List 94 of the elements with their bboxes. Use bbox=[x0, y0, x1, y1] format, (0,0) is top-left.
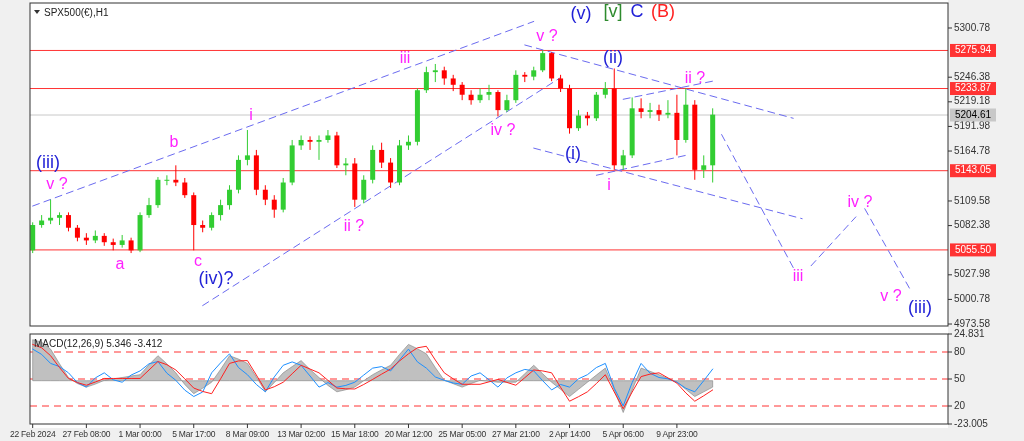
annotation: a bbox=[115, 255, 125, 273]
candlestick bbox=[361, 174, 367, 204]
candlestick bbox=[244, 129, 250, 166]
ref-line-label: 5204.61 bbox=[954, 108, 992, 120]
y-tick-label: 5219.18 bbox=[954, 95, 991, 107]
annotation: iii bbox=[399, 49, 411, 67]
y2-tick-label: 50 bbox=[954, 372, 966, 384]
annotation: v ? bbox=[880, 287, 902, 305]
y2-tick-label: 80 bbox=[954, 345, 966, 357]
annotation: ii ? bbox=[343, 217, 365, 235]
candlestick bbox=[48, 199, 54, 225]
candlestick bbox=[316, 134, 322, 161]
ref-line-label: 5055.50 bbox=[954, 243, 992, 255]
candlestick bbox=[620, 149, 626, 171]
annotation: ii ? bbox=[684, 69, 706, 87]
candlestick bbox=[209, 211, 215, 231]
annotation: (i) bbox=[565, 142, 581, 163]
candlestick bbox=[432, 63, 438, 83]
candlestick bbox=[227, 184, 233, 211]
candlestick bbox=[441, 66, 447, 86]
ref-line-label: 5233.87 bbox=[954, 82, 992, 94]
y-tick-label: 5191.98 bbox=[954, 120, 991, 132]
x-tick-label: 13 Mar 02:00 bbox=[277, 429, 326, 440]
annotation: b bbox=[169, 133, 179, 151]
x-tick-label: 27 Mar 21:00 bbox=[492, 429, 541, 440]
candlestick bbox=[647, 102, 653, 119]
x-tick-label: 2 Apr 14:00 bbox=[548, 429, 591, 440]
candlestick bbox=[459, 81, 465, 101]
candlestick bbox=[638, 97, 644, 119]
candlestick bbox=[593, 91, 599, 122]
x-tick-label: 27 Feb 08:00 bbox=[62, 429, 111, 440]
candlestick bbox=[379, 142, 385, 169]
x-tick-label: 22 Feb 2024 bbox=[9, 429, 56, 440]
annotation: C bbox=[630, 0, 644, 21]
annotation: v ? bbox=[536, 27, 558, 45]
annotation: i bbox=[249, 106, 253, 124]
candlestick bbox=[665, 99, 671, 119]
candlestick bbox=[495, 89, 501, 117]
candlestick bbox=[423, 66, 429, 94]
y-tick-label: -23.005 bbox=[954, 417, 989, 429]
ref-line-label: 5275.94 bbox=[954, 44, 992, 56]
y-tick-label: 5164.78 bbox=[954, 144, 991, 156]
x-tick-label: 15 Mar 18:00 bbox=[330, 429, 380, 440]
candlestick bbox=[218, 199, 224, 221]
y-tick-label: 5109.58 bbox=[954, 194, 991, 206]
candlestick bbox=[477, 87, 483, 104]
ref-line-label: 5143.05 bbox=[954, 164, 992, 176]
x-tick-label: 1 Mar 00:00 bbox=[118, 429, 163, 440]
candlestick bbox=[173, 164, 179, 187]
y-tick-label: 24.831 bbox=[954, 327, 986, 339]
annotation: (iii) bbox=[908, 296, 932, 317]
chart-title: SPX500(€),H1 bbox=[44, 6, 109, 18]
x-tick-label: 8 Mar 09:00 bbox=[225, 429, 270, 440]
y2-tick-label: 20 bbox=[954, 399, 966, 411]
candlestick bbox=[486, 84, 492, 101]
x-tick-label: 5 Mar 17:00 bbox=[172, 429, 216, 440]
x-tick-label: 9 Apr 23:00 bbox=[656, 429, 699, 440]
candlestick bbox=[298, 134, 304, 151]
y-tick-label: 5246.38 bbox=[954, 70, 991, 82]
candlestick bbox=[164, 174, 170, 186]
candlestick bbox=[182, 177, 188, 199]
annotation: [v] bbox=[603, 0, 623, 21]
chart-title: MACD(12,26,9) 5.346 -3.412 bbox=[34, 337, 163, 349]
candlestick bbox=[575, 109, 581, 132]
candlestick bbox=[262, 184, 268, 206]
x-tick-label: 25 Mar 05:00 bbox=[438, 429, 487, 440]
y-tick-label: 4973.58 bbox=[954, 317, 991, 329]
candlestick bbox=[325, 129, 331, 144]
candlestick bbox=[468, 89, 474, 106]
candlestick bbox=[146, 197, 152, 219]
candlestick bbox=[271, 194, 277, 219]
annotation: (iii) bbox=[36, 151, 60, 172]
candlestick bbox=[307, 135, 313, 151]
y-tick-label: 5082.38 bbox=[954, 219, 991, 231]
annotation: i bbox=[607, 176, 611, 194]
candlestick bbox=[388, 157, 394, 189]
annotation: (v) bbox=[570, 2, 592, 23]
y-tick-label: 5027.98 bbox=[954, 268, 991, 280]
x-tick-label: 5 Apr 06:00 bbox=[602, 429, 645, 440]
candlestick bbox=[540, 49, 546, 73]
y-tick-label: 5000.78 bbox=[954, 293, 991, 305]
annotation: (iv)? bbox=[198, 267, 234, 288]
annotation: (B) bbox=[651, 0, 675, 21]
annotation: c bbox=[194, 252, 202, 270]
candlestick bbox=[65, 211, 71, 232]
annotation: (ii) bbox=[603, 46, 623, 67]
annotation: iv ? bbox=[847, 193, 873, 211]
candlestick bbox=[701, 154, 707, 179]
annotation: v ? bbox=[46, 175, 68, 193]
y-tick-label: 5300.78 bbox=[954, 21, 991, 33]
annotation: iii bbox=[792, 267, 804, 285]
annotation: iv ? bbox=[490, 121, 516, 139]
candlestick bbox=[656, 104, 662, 122]
x-tick-label: 20 Mar 12:00 bbox=[384, 429, 433, 440]
